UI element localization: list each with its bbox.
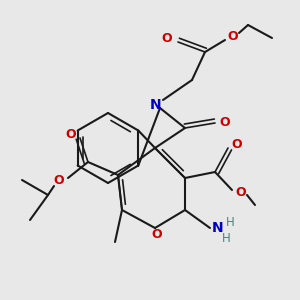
Text: H: H bbox=[226, 217, 234, 230]
Text: O: O bbox=[220, 116, 230, 130]
Text: O: O bbox=[152, 229, 162, 242]
Text: O: O bbox=[54, 173, 64, 187]
Text: O: O bbox=[232, 139, 242, 152]
Text: N: N bbox=[150, 98, 162, 112]
Text: O: O bbox=[236, 185, 246, 199]
Text: H: H bbox=[222, 232, 230, 244]
Text: O: O bbox=[66, 128, 76, 142]
Text: O: O bbox=[162, 32, 172, 46]
Text: N: N bbox=[212, 221, 224, 235]
Text: O: O bbox=[228, 31, 238, 44]
